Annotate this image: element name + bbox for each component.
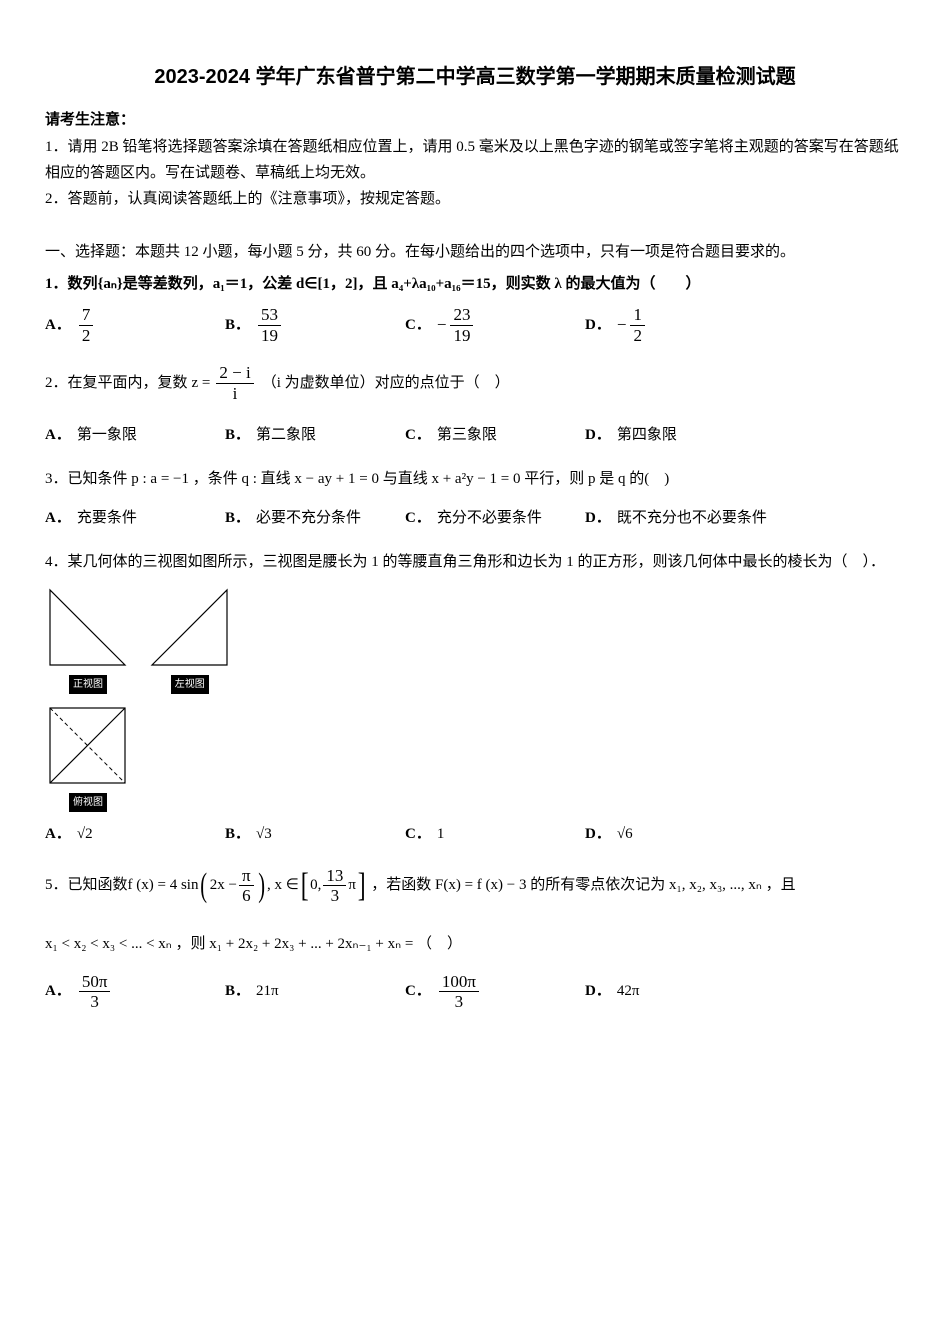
q1-a-den: 2 [79, 326, 94, 346]
notice-header: 请考生注意： [45, 108, 905, 134]
question-2: 2．在复平面内，复数 z = 2 − ii （i 为虚数单位）对应的点位于（ ） [45, 363, 905, 403]
q1-choice-d: D． − 12 [585, 305, 745, 345]
q2-znum: 2 − i [216, 363, 253, 384]
q4-choice-a: A．√2 [45, 822, 225, 848]
q1-c-den: 19 [450, 326, 473, 346]
side-view-box: 左视图 [147, 585, 233, 697]
q1-a-num: 7 [79, 305, 94, 326]
q5-choice-c: C． 100π3 [405, 972, 585, 1012]
question-5-line2: x₁ < x₂ < x₃ < ... < xₙ ，则 x₁ + 2x₂ + 2x… [45, 932, 905, 958]
q3-b: 必要不充分条件 [256, 506, 361, 532]
front-view-triangle [45, 585, 131, 671]
q5-p6n: π [239, 866, 254, 887]
q5-rtail: π [348, 873, 356, 899]
q2-choice-b: B．第二象限 [225, 423, 405, 449]
q2-a: 第一象限 [77, 423, 137, 449]
q5-b: 21π [256, 979, 279, 1005]
q1-d-den: 2 [630, 326, 645, 346]
q5-post: ，若函数 F(x) = f (x) − 3 的所有零点依次记为 x₁, x₂, … [371, 873, 795, 899]
q2-c: 第三象限 [437, 423, 497, 449]
section-1-header: 一、选择题：本题共 12 小题，每小题 5 分，共 60 分。在每小题给出的四个… [45, 240, 905, 266]
q2-text-pre: 2．在复平面内，复数 [45, 371, 188, 397]
notice-line-2: 2．答题前，认真阅读答题纸上的《注意事项》，按规定答题。 [45, 186, 905, 212]
three-views-figure: 正视图 左视图 俯视图 [45, 585, 905, 814]
q3-choice-b: B．必要不充分条件 [225, 506, 405, 532]
q1-choices: A． 72 B． 5319 C． − 2319 D． − 12 [45, 305, 905, 345]
q5-cd: 3 [439, 992, 479, 1012]
top-view-label: 俯视图 [69, 793, 107, 812]
question-1: 1．数列{aₙ}是等差数列，a₁＝1，公差 d∈[1，2]，且 a₄+λa₁₀+… [45, 272, 905, 298]
q4-choice-c: C．1 [405, 822, 585, 848]
q1-choice-a: A． 72 [45, 305, 225, 345]
q2-d: 第四象限 [617, 423, 677, 449]
q5-choice-d: D．42π [585, 972, 745, 1012]
q5-choices: A． 50π3 B．21π C． 100π3 D．42π [45, 972, 905, 1012]
q4-choice-d: D．√6 [585, 822, 745, 848]
front-view-label: 正视图 [69, 675, 107, 694]
q5-rhd: 3 [323, 886, 346, 906]
side-view-label: 左视图 [171, 675, 209, 694]
q3-choice-d: D．既不充分也不必要条件 [585, 506, 825, 532]
top-view-square [45, 703, 131, 789]
q3-choices: A．充要条件 B．必要不充分条件 C．充分不必要条件 D．既不充分也不必要条件 [45, 506, 905, 532]
q4-d: √6 [617, 822, 633, 848]
top-view-box: 俯视图 [45, 703, 131, 815]
q1-choice-b: B． 5319 [225, 305, 405, 345]
q4-c: 1 [437, 822, 445, 848]
question-3: 3．已知条件 p : a = −1 ，条件 q : 直线 x − ay + 1 … [45, 467, 905, 493]
choice-label: A． [45, 313, 71, 339]
q5-ad: 3 [79, 992, 111, 1012]
q4-choices: A．√2 B．√3 C．1 D．√6 [45, 822, 905, 848]
question-4: 4．某几何体的三视图如图所示，三视图是腰长为 1 的等腰直角三角形和边长为 1 … [45, 550, 905, 576]
side-view-triangle [147, 585, 233, 671]
q1-b-den: 19 [258, 326, 281, 346]
q5-choice-b: B．21π [225, 972, 405, 1012]
q5-rlo: 0, [310, 873, 321, 899]
q5-rpre: , x ∈ [267, 873, 299, 899]
choice-label: D． [585, 313, 611, 339]
notice-line-1: 1．请用 2B 铅笔将选择题答案涂填在答题纸相应位置上，请用 0.5 毫米及以上… [45, 134, 905, 187]
q5-an: 50π [79, 972, 111, 993]
choice-label: C． [405, 313, 431, 339]
q1-c-num: 23 [450, 305, 473, 326]
q3-a: 充要条件 [77, 506, 137, 532]
choice-label: B． [225, 313, 250, 339]
q5-fx: f (x) = 4 sin [128, 873, 199, 899]
q1-choice-c: C． − 2319 [405, 305, 585, 345]
front-view-box: 正视图 [45, 585, 131, 697]
q2-choice-c: C．第三象限 [405, 423, 585, 449]
q5-pre: 5．已知函数 [45, 873, 128, 899]
q5-arg: 2x − [210, 873, 237, 899]
q3-choice-a: A．充要条件 [45, 506, 225, 532]
q2-zden: i [216, 384, 253, 404]
q2-text-post: （i 为虚数单位）对应的点位于（ ） [262, 371, 510, 397]
q4-a: √2 [77, 822, 93, 848]
q2-b: 第二象限 [256, 423, 316, 449]
exam-title: 2023-2024 学年广东省普宁第二中学高三数学第一学期期末质量检测试题 [45, 60, 905, 94]
question-5: 5．已知函数 f (x) = 4 sin ( 2x − π6 ) , x ∈ [… [45, 866, 905, 906]
q4-choice-b: B．√3 [225, 822, 405, 848]
q2-choice-a: A．第一象限 [45, 423, 225, 449]
q5-choice-a: A． 50π3 [45, 972, 225, 1012]
q2-choices: A．第一象限 B．第二象限 C．第三象限 D．第四象限 [45, 423, 905, 449]
q5-d: 42π [617, 979, 640, 1005]
q3-d: 既不充分也不必要条件 [617, 506, 767, 532]
q5-cn: 100π [439, 972, 479, 993]
q5-p6d: 6 [239, 886, 254, 906]
q4-b: √3 [256, 822, 272, 848]
q3-choice-c: C．充分不必要条件 [405, 506, 585, 532]
q2-choice-d: D．第四象限 [585, 423, 745, 449]
q5-rhn: 13 [323, 866, 346, 887]
q3-c: 充分不必要条件 [437, 506, 542, 532]
q1-d-num: 1 [630, 305, 645, 326]
q1-b-num: 53 [258, 305, 281, 326]
